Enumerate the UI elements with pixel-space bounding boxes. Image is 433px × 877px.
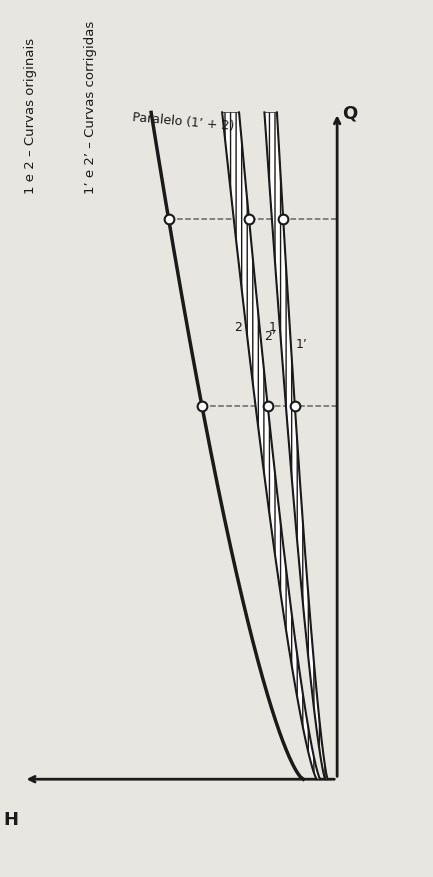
Text: 1’ e 2’ – Curvas corrigidas: 1’ e 2’ – Curvas corrigidas [84, 20, 97, 194]
Polygon shape [265, 113, 328, 780]
Text: 1: 1 [269, 321, 277, 334]
Text: Q: Q [343, 104, 358, 122]
Text: 2: 2 [234, 321, 242, 334]
Text: Paralelo (1’ + 2): Paralelo (1’ + 2) [132, 111, 235, 133]
Text: 1 e 2 – Curvas originais: 1 e 2 – Curvas originais [23, 38, 36, 194]
Text: H: H [3, 810, 18, 829]
Text: 1’: 1’ [295, 337, 307, 350]
Text: 2’: 2’ [265, 329, 276, 342]
Polygon shape [222, 113, 320, 780]
